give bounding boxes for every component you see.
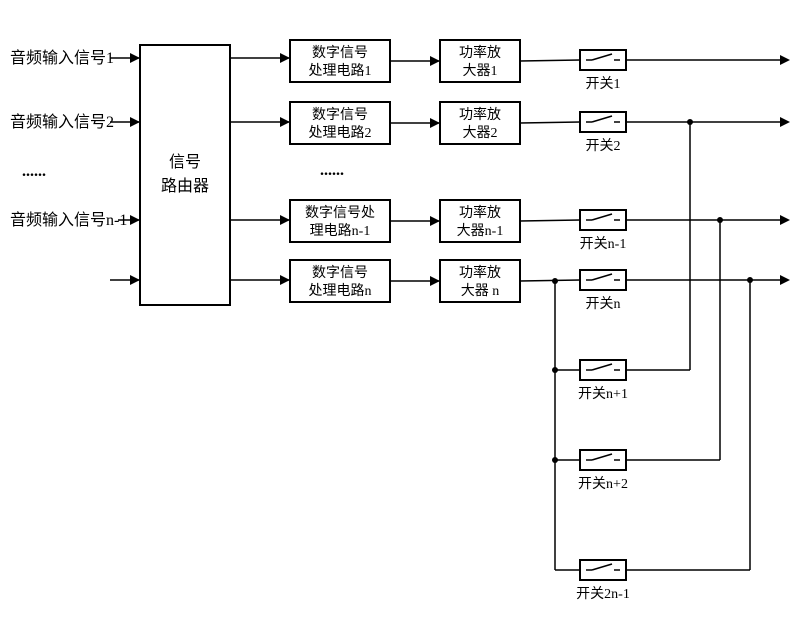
svg-text:大器2: 大器2 <box>463 125 498 141</box>
svg-text:开关2: 开关2 <box>586 138 621 154</box>
svg-text:大器1: 大器1 <box>463 63 498 79</box>
svg-text:音频输入信号2: 音频输入信号2 <box>10 113 114 131</box>
svg-text:......: ...... <box>22 163 46 180</box>
svg-text:数字信号: 数字信号 <box>312 45 368 61</box>
svg-text:处理电路2: 处理电路2 <box>309 125 372 141</box>
svg-text:开关2n-1: 开关2n-1 <box>576 586 630 602</box>
svg-text:理电路n-1: 理电路n-1 <box>310 223 371 239</box>
svg-text:......: ...... <box>320 162 344 179</box>
svg-text:处理电路n: 处理电路n <box>309 283 372 299</box>
svg-text:数字信号处: 数字信号处 <box>305 205 375 221</box>
svg-text:音频输入信号1: 音频输入信号1 <box>10 49 114 67</box>
svg-text:开关n+1: 开关n+1 <box>578 386 628 402</box>
svg-text:大器 n: 大器 n <box>461 283 500 299</box>
svg-text:功率放: 功率放 <box>459 106 501 123</box>
svg-text:开关1: 开关1 <box>586 76 621 92</box>
svg-text:大器n-1: 大器n-1 <box>457 223 504 239</box>
svg-text:信号: 信号 <box>169 153 201 171</box>
svg-text:数字信号: 数字信号 <box>312 265 368 281</box>
svg-text:路由器: 路由器 <box>161 177 209 195</box>
svg-text:开关n-1: 开关n-1 <box>580 236 627 252</box>
svg-text:功率放: 功率放 <box>459 204 501 221</box>
svg-text:处理电路1: 处理电路1 <box>309 63 372 79</box>
signal-routing-diagram: 音频输入信号1音频输入信号2音频输入信号n-1......信号路由器数字信号处理… <box>0 0 800 635</box>
svg-text:开关n+2: 开关n+2 <box>578 476 628 492</box>
svg-text:功率放: 功率放 <box>459 44 501 61</box>
svg-text:开关n: 开关n <box>586 296 621 312</box>
svg-text:功率放: 功率放 <box>459 264 501 281</box>
svg-text:音频输入信号n-1: 音频输入信号n-1 <box>10 211 127 229</box>
svg-text:数字信号: 数字信号 <box>312 107 368 123</box>
